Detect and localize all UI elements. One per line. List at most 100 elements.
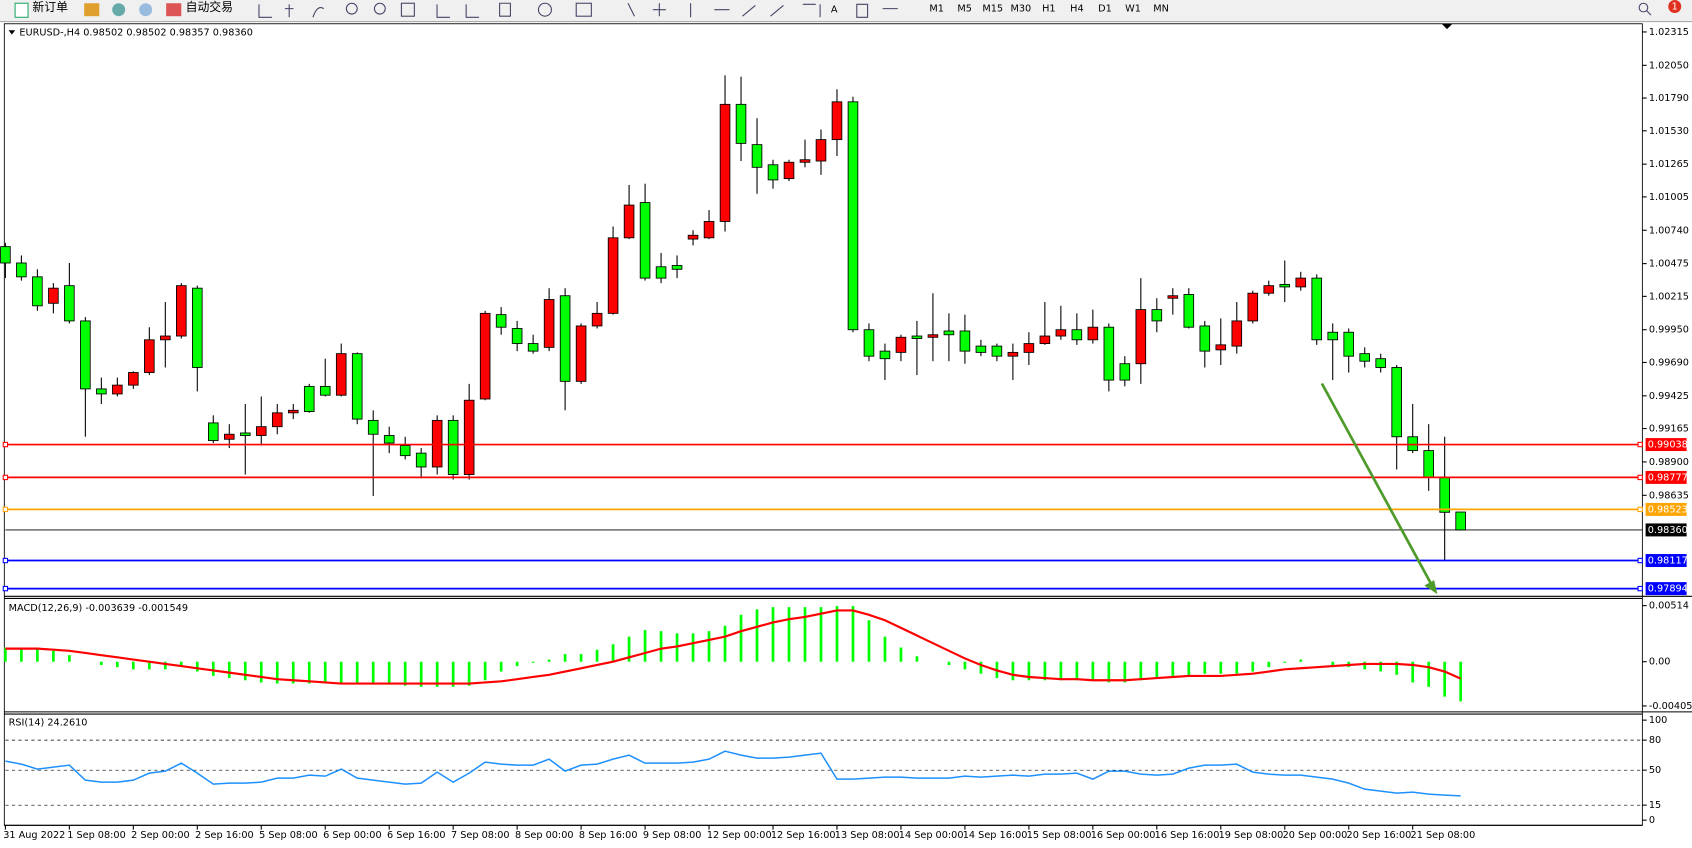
price-label-bg [1645, 582, 1687, 596]
new-order-button[interactable]: 新订单 [32, 0, 68, 14]
candle-body [1103, 326, 1115, 381]
shift-marker [1441, 23, 1453, 30]
timeframes: M1 M5 M15 M30 H1 H4 D1 W1 MN [929, 4, 1169, 15]
x-tick-label: 21 Sep 08:00 [1411, 830, 1476, 841]
y-tick-label: -0.004057 [1649, 701, 1692, 712]
candle-body [128, 372, 139, 386]
x-tick-label: 5 Sep 08:00 [259, 830, 318, 841]
auto-trading-icon[interactable] [166, 3, 182, 17]
candle-body [16, 262, 27, 278]
y-tick-label: 0.99425 [1649, 391, 1689, 402]
price-label-bg [1645, 438, 1687, 452]
x-tick-label: 8 Sep 16:00 [579, 830, 638, 841]
text-tool[interactable]: A [831, 5, 838, 16]
x-tick-label: 7 Sep 08:00 [451, 830, 510, 841]
candle-body [80, 320, 91, 390]
icon[interactable] [139, 3, 153, 17]
chart-title: EURUSD-,H4 0.98502 0.98502 0.98357 0.983… [19, 27, 252, 38]
candle-body [895, 336, 907, 353]
price-label-bg [1645, 523, 1687, 537]
candle-body [1263, 285, 1275, 294]
icon[interactable] [84, 3, 100, 17]
candle-body [255, 426, 267, 436]
candle-body [879, 350, 891, 360]
rsi-title: RSI(14) 24.2610 [9, 718, 88, 729]
candle-body [1359, 353, 1371, 362]
candle-body [463, 399, 475, 475]
rsi-line [5, 750, 1461, 797]
new-order-icon[interactable] [14, 2, 29, 18]
x-tick-label: 9 Sep 08:00 [643, 830, 702, 841]
y-tick-label: 0.98900 [1649, 457, 1689, 468]
timeframe-button[interactable]: M30 [1010, 4, 1031, 15]
y-tick-label: 0.99165 [1649, 424, 1689, 435]
x-tick-label: 14 Sep 00:00 [899, 830, 964, 841]
candle-body [160, 335, 171, 341]
x-tick-label: 12 Sep 00:00 [707, 830, 772, 841]
y-tick-label: 0 [1649, 815, 1655, 826]
candle-body [112, 384, 123, 395]
x-tick-label: 2 Sep 16:00 [195, 830, 254, 841]
price-label-bg [1645, 554, 1687, 568]
candle-body [959, 330, 971, 352]
y-tick-label: 1.00215 [1649, 291, 1689, 302]
candle-body [943, 330, 955, 336]
x-tick-label: 13 Sep 08:00 [835, 830, 900, 841]
candle-body [64, 285, 75, 322]
candle-body [911, 335, 923, 339]
candle-body [559, 295, 571, 382]
level-handle [2, 585, 9, 592]
candle-body [383, 435, 395, 444]
candle-body [671, 265, 683, 270]
x-tick-label: 16 Sep 00:00 [1091, 830, 1156, 841]
candle-body [303, 385, 315, 413]
candle-body [767, 164, 779, 181]
y-tick-label: 1.00740 [1649, 225, 1689, 236]
y-tick-label: 1.01790 [1649, 93, 1689, 104]
tool-icons[interactable] [258, 2, 1652, 18]
timeframe-button[interactable]: H1 [1042, 4, 1055, 15]
price-label: 0.98523 [1648, 504, 1688, 515]
candle-body [1327, 331, 1339, 341]
candle-body [1423, 450, 1434, 478]
price-label: 0.99038 [1648, 440, 1688, 451]
candle-body [815, 139, 827, 162]
y-tick-label: 80 [1649, 735, 1661, 746]
auto-trading-button[interactable]: 自动交易 [186, 0, 233, 14]
candle-body [927, 334, 939, 338]
price-label-bg [1645, 470, 1687, 484]
candle-body [719, 103, 731, 222]
price-label: 0.98117 [1648, 556, 1688, 567]
timeframe-button[interactable]: W1 [1125, 4, 1141, 15]
icon[interactable] [112, 3, 126, 17]
candle-body [271, 412, 283, 428]
candle-body [527, 343, 539, 352]
candle-body [783, 161, 795, 180]
timeframe-button[interactable]: H4 [1070, 4, 1083, 15]
candle-body [479, 312, 491, 400]
candle-body [1231, 320, 1243, 347]
candle-body [1343, 331, 1355, 357]
y-tick-label: 0.00 [1649, 657, 1671, 668]
candle-body [1279, 283, 1291, 288]
candle-body [1055, 329, 1067, 337]
candle-body [543, 299, 555, 348]
timeframe-button[interactable]: M1 [929, 4, 944, 15]
candle-body [847, 101, 859, 331]
level-handle [1637, 441, 1643, 448]
candle-body [1247, 292, 1259, 322]
y-tick-label: 100 [1649, 715, 1668, 726]
notification-badge[interactable] [1668, 0, 1682, 13]
annotation-arrow [1320, 382, 1433, 584]
timeframe-button[interactable]: M5 [957, 4, 972, 15]
candle-body [176, 285, 187, 337]
timeframe-button[interactable]: M15 [982, 4, 1003, 15]
price-label: 0.98777 [1648, 472, 1688, 483]
toolbar [0, 0, 1692, 22]
x-tick-label: 12 Sep 16:00 [771, 830, 836, 841]
timeframe-button[interactable]: MN [1153, 4, 1169, 15]
timeframe-button[interactable]: D1 [1098, 4, 1112, 15]
candle-body [655, 266, 667, 279]
